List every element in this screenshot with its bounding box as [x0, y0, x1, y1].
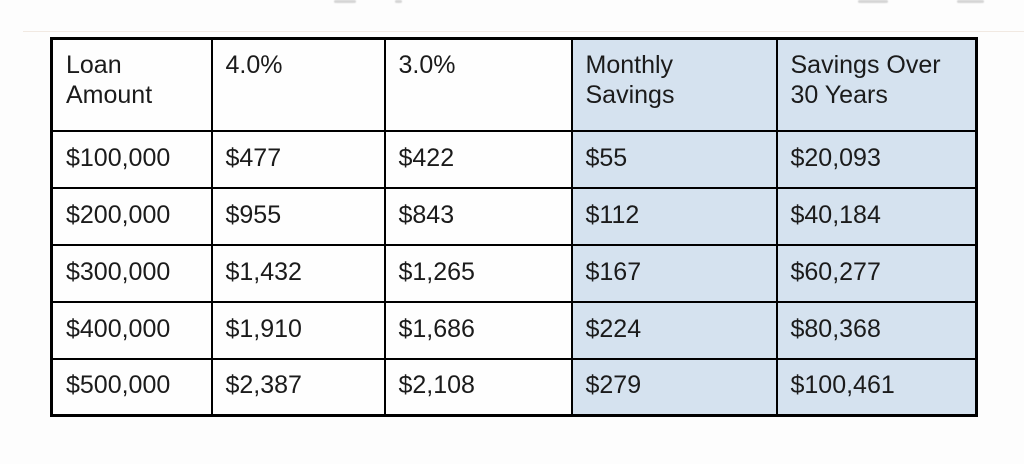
cell-payment-3pct: $422: [383, 129, 573, 189]
cell-loan-amount: $100,000: [50, 129, 213, 189]
cell-payment-3pct: $843: [383, 186, 573, 246]
cell-savings-30-years: $60,277: [775, 243, 978, 303]
col-header-savings-30-years: Savings Over 30 Years: [775, 37, 978, 132]
cell-loan-amount: $400,000: [50, 300, 213, 360]
cropped-text-remnant: [957, 0, 984, 3]
cell-payment-3pct: $1,686: [383, 300, 573, 360]
cell-payment-4pct: $2,387: [210, 357, 386, 417]
cell-savings-30-years: $20,093: [775, 129, 978, 189]
cell-savings-30-years: $100,461: [775, 357, 978, 417]
cell-payment-4pct: $1,432: [210, 243, 386, 303]
cropped-text-remnant: [395, 0, 402, 3]
cell-loan-amount: $500,000: [50, 357, 213, 417]
table-row: $100,000 $477 $422 $55 $20,093: [50, 129, 978, 189]
loan-savings-table: Loan Amount 4.0% 3.0% Monthly Savings Sa…: [50, 37, 978, 417]
table-row: $400,000 $1,910 $1,686 $224 $80,368: [50, 300, 978, 360]
cell-payment-4pct: $1,910: [210, 300, 386, 360]
cell-savings-30-years: $40,184: [775, 186, 978, 246]
table-row: $500,000 $2,387 $2,108 $279 $100,461: [50, 357, 978, 417]
cell-loan-amount: $200,000: [50, 186, 213, 246]
cell-payment-4pct: $955: [210, 186, 386, 246]
cell-payment-4pct: $477: [210, 129, 386, 189]
cropped-text-remnant: [334, 0, 356, 3]
cell-payment-3pct: $1,265: [383, 243, 573, 303]
col-header-loan-amount: Loan Amount: [50, 37, 213, 132]
col-header-rate-3-percent: 3.0%: [383, 37, 573, 132]
faint-divider-line: [23, 31, 1024, 32]
col-header-rate-4-percent: 4.0%: [210, 37, 386, 132]
cell-monthly-savings: $112: [570, 186, 778, 246]
cell-monthly-savings: $167: [570, 243, 778, 303]
col-header-monthly-savings: Monthly Savings: [570, 37, 778, 132]
cell-loan-amount: $300,000: [50, 243, 213, 303]
table-row: $300,000 $1,432 $1,265 $167 $60,277: [50, 243, 978, 303]
cell-monthly-savings: $224: [570, 300, 778, 360]
cropped-text-remnant: [858, 0, 888, 3]
cell-payment-3pct: $2,108: [383, 357, 573, 417]
table-row: $200,000 $955 $843 $112 $40,184: [50, 186, 978, 246]
cell-monthly-savings: $279: [570, 357, 778, 417]
cell-savings-30-years: $80,368: [775, 300, 978, 360]
table-header-row: Loan Amount 4.0% 3.0% Monthly Savings Sa…: [50, 37, 978, 132]
cell-monthly-savings: $55: [570, 129, 778, 189]
